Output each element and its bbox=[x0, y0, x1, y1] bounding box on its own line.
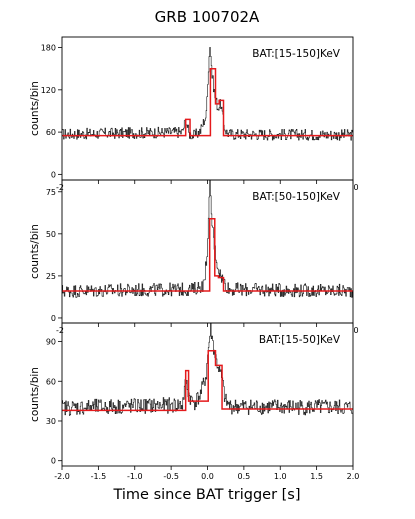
y-tick-label: 60 bbox=[46, 128, 56, 137]
y-tick-label: 50 bbox=[46, 230, 56, 239]
x-tick-label: 0.0 bbox=[201, 472, 214, 481]
x-tick-label: 1.0 bbox=[274, 472, 287, 481]
y-tick-label: 180 bbox=[41, 44, 56, 53]
y-tick-label: 75 bbox=[46, 188, 56, 197]
figure-title: GRB 100702A bbox=[155, 8, 260, 26]
panel-3: 0 30 60 90 -2.0 -1.5 -1.0 -0.5 0.0 0.5 1.0 1.5 2.0 co… bbox=[29, 322, 359, 481]
data-series-line bbox=[62, 47, 353, 141]
y-tick-label: 0 bbox=[51, 457, 56, 466]
y-tick-label: 30 bbox=[46, 417, 56, 426]
x-tick-label: -0.5 bbox=[163, 472, 179, 481]
model-series-line bbox=[62, 217, 353, 292]
y-tick-label: 90 bbox=[46, 338, 56, 347]
x-tick-label-partial: -2 bbox=[56, 183, 64, 192]
x-tick-label: -1.0 bbox=[127, 472, 143, 481]
y-tick-label: 60 bbox=[46, 377, 56, 386]
panel-energy-label: BAT:[50-150]KeV bbox=[252, 191, 341, 203]
x-tick-label: 0.5 bbox=[238, 472, 251, 481]
plot-area bbox=[62, 323, 353, 416]
y-axis-label: counts/bin bbox=[29, 81, 41, 136]
x-tick-label: 1.5 bbox=[310, 472, 323, 481]
panel-energy-label: BAT:[15-150]KeV bbox=[252, 48, 341, 60]
y-tick-label: 0 bbox=[51, 314, 56, 323]
plot-area bbox=[62, 47, 353, 141]
plot-area bbox=[62, 180, 353, 298]
x-tick-label-partial: 0 bbox=[353, 326, 358, 335]
x-tick-label: -2.0 bbox=[54, 472, 70, 481]
y-axis-label: counts/bin bbox=[29, 224, 41, 279]
y-tick-label: 0 bbox=[51, 170, 56, 179]
x-tick-label-partial: 0 bbox=[353, 183, 358, 192]
y-axis-label: counts/bin bbox=[29, 367, 41, 422]
x-axis-label: Time since BAT trigger [s] bbox=[112, 487, 300, 503]
y-tick-label: 120 bbox=[41, 86, 56, 95]
x-tick-label: -1.5 bbox=[91, 472, 107, 481]
x-tick-label-partial: -2 bbox=[56, 326, 64, 335]
data-series-line bbox=[62, 180, 353, 298]
x-tick-label: 2.0 bbox=[347, 472, 360, 481]
model-series-line bbox=[62, 67, 353, 137]
panel-energy-label: BAT:[15-50]KeV bbox=[259, 334, 341, 346]
model-series-line bbox=[62, 350, 353, 412]
y-tick-label: 25 bbox=[46, 272, 56, 281]
